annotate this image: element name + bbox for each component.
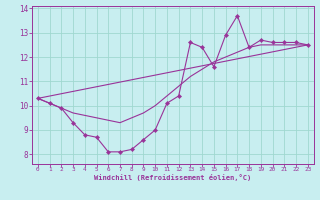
X-axis label: Windchill (Refroidissement éolien,°C): Windchill (Refroidissement éolien,°C) [94, 174, 252, 181]
